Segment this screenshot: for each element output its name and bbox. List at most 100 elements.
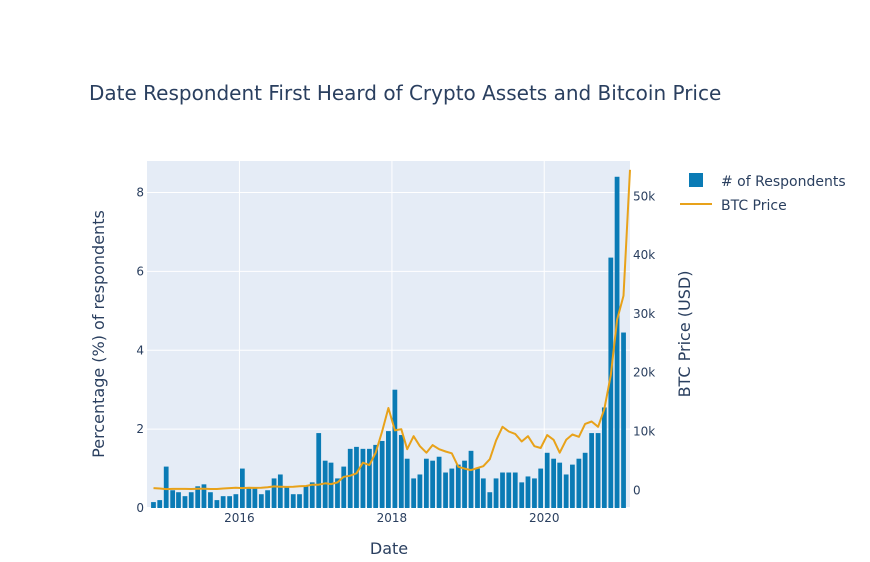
bar [538,468,544,508]
bar [404,458,410,508]
y-left-tick-label: 6 [136,264,144,278]
y-left-tick-label: 8 [136,186,144,200]
bar [468,450,474,508]
bar [360,448,366,508]
bar [493,478,499,508]
bar [475,468,480,508]
btc-price-line [153,169,631,491]
bar [576,458,582,508]
bar [436,456,442,508]
bar [532,478,537,508]
bar [621,332,626,508]
legend-item-btc-price[interactable]: BTC Price [680,198,787,214]
bar [392,389,398,508]
bar [163,466,169,508]
bar [582,452,588,508]
bar [430,460,436,508]
bar [214,500,220,508]
y-right-tick-label: 30k [633,307,655,321]
bar [341,466,347,508]
bar [316,433,322,508]
bar [347,448,353,508]
bar [328,462,334,508]
bar [297,494,302,508]
bar [151,502,156,508]
y-left-tick-label: 0 [136,501,144,515]
bar [284,486,290,508]
bar [170,490,176,508]
bar [227,496,233,508]
y-left-tick-label: 2 [136,422,144,436]
y-right-axis-label: BTC Price (USD) [675,271,694,398]
bar [265,490,270,508]
bar [303,486,309,508]
bar [500,472,505,508]
y-right-tick-label: 20k [633,366,655,380]
bar [480,478,486,508]
bar [487,492,493,508]
bar [386,431,391,508]
chart-title: Date Respondent First Heard of Crypto As… [89,81,721,105]
y-right-tick-label: 40k [633,248,655,262]
bar [271,478,277,508]
line-series [153,169,631,491]
bar [367,448,372,508]
bar [309,482,315,508]
bar [277,474,283,508]
legend-label-respondents: # of Respondents [721,174,846,190]
bar [449,468,455,508]
legend-item-respondents[interactable]: # of Respondents [689,173,846,190]
x-tick-label: 2016 [224,511,255,525]
bar [188,492,194,508]
y-right-tick-label: 50k [633,189,655,203]
x-tick-label: 2020 [529,511,560,525]
bar [423,458,429,508]
bar [512,472,518,508]
bar [506,472,512,508]
axis-layer: 0 2 4 6 8 2016 2018 2020 0 10k 20k 30k 40k 50k [136,186,655,525]
x-tick-label: 2018 [377,511,408,525]
bar [417,474,423,508]
bar [290,494,296,508]
bar [608,257,614,508]
bar [182,496,188,508]
bar [373,444,379,508]
y-right-tick-label: 0 [633,483,641,497]
x-axis-label: Date [370,539,408,558]
bar [220,496,226,508]
bar-series [151,176,626,509]
bar [570,464,575,508]
bar [335,478,340,508]
bar [379,440,385,508]
bar [544,452,550,508]
bar [589,433,594,508]
bar [246,488,252,508]
bar [563,474,569,508]
bar [601,407,607,508]
bar [208,492,213,508]
bar [519,482,525,508]
bar [252,488,258,508]
bar [614,176,620,509]
grid-layer [147,161,630,509]
bar [354,446,359,508]
bar [551,458,557,508]
bar [411,478,417,508]
bar [201,484,207,508]
bar [233,494,239,508]
bar [176,492,181,508]
legend-bar-swatch [689,173,703,187]
legend-label-btc-price: BTC Price [721,198,787,214]
legend[interactable]: # of Respondents BTC Price [680,173,846,214]
bar [525,476,531,508]
bar [595,433,601,508]
bar [557,462,563,508]
y-right-tick-label: 10k [633,425,655,439]
bar [157,500,163,508]
bar [443,472,448,508]
bar [462,460,467,508]
bar [258,494,264,508]
bar [195,486,201,508]
bar [455,464,461,508]
